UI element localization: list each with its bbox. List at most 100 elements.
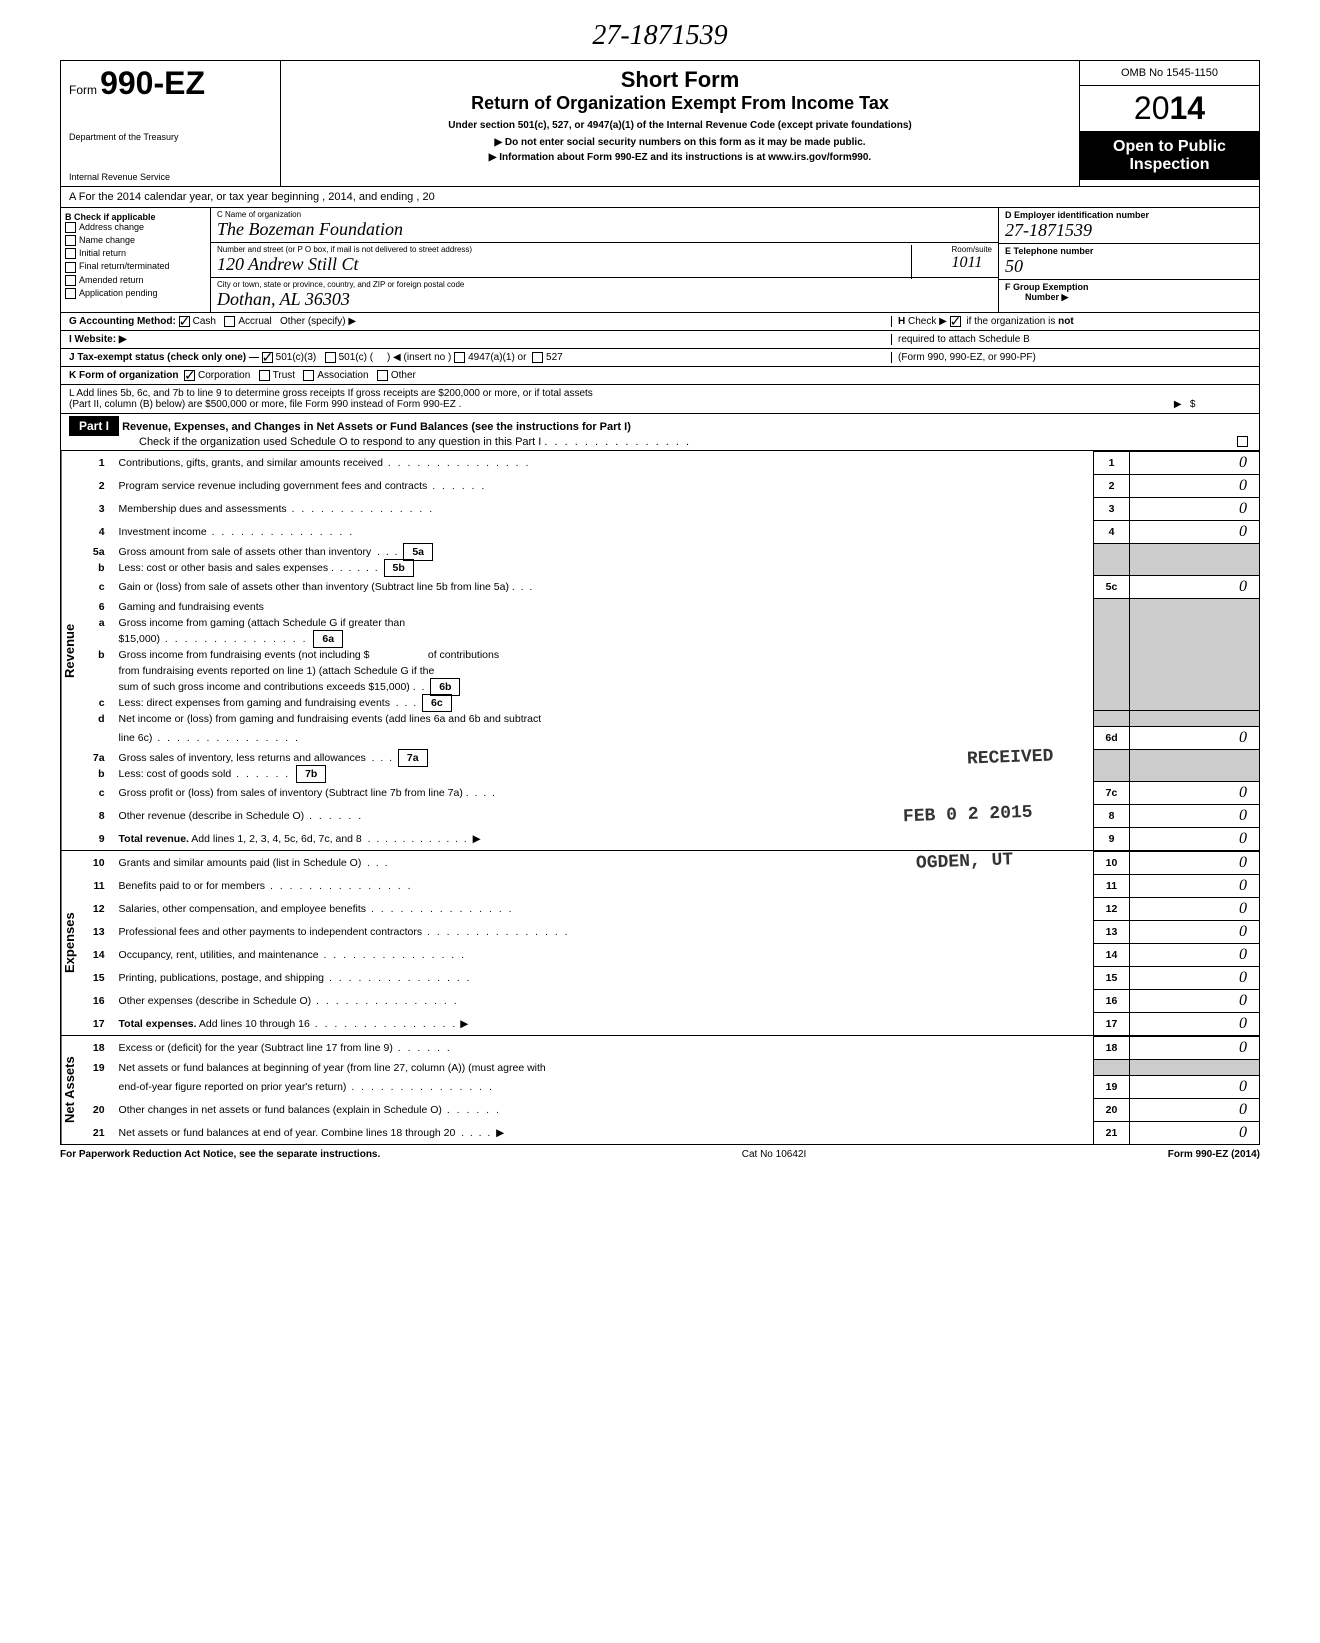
part1-label: Part I (69, 416, 119, 436)
org-city: Dothan, AL 36303 (217, 289, 992, 310)
arrow1: ▶ Do not enter social security numbers o… (287, 137, 1073, 148)
line21-desc: Net assets or fund balances at end of ye… (119, 1127, 456, 1139)
revenue-label: Revenue (61, 451, 85, 850)
row-i: I Website: ▶ required to attach Schedule… (60, 331, 1260, 349)
row-g: G Accounting Method: Cash Accrual Other … (60, 313, 1260, 331)
h-line2: required to attach Schedule B (891, 334, 1251, 345)
part1-title: Revenue, Expenses, and Changes in Net As… (122, 421, 631, 433)
col-c: C Name of organization The Bozeman Found… (211, 208, 999, 312)
chk-pending[interactable] (65, 288, 76, 299)
box-7a: 7a (398, 749, 428, 767)
chk-trust[interactable] (259, 370, 270, 381)
row-k: K Form of organization Corporation Trust… (60, 367, 1260, 385)
line19-desc2: end-of-year figure reported on prior yea… (119, 1081, 347, 1093)
line5a-desc: Gross amount from sale of assets other t… (119, 546, 372, 558)
line5c-desc: Gain or (loss) from sale of assets other… (119, 581, 509, 593)
col-b: B Check if applicable Address change Nam… (61, 208, 211, 312)
line6c-desc: Less: direct expenses from gaming and fu… (119, 697, 390, 709)
b-title: B Check if applicable (65, 212, 206, 222)
chk-final[interactable] (65, 262, 76, 273)
line6a-desc2: $15,000) (119, 633, 160, 645)
box-5b: 5b (384, 559, 414, 577)
chk-amended[interactable] (65, 275, 76, 286)
chk-h[interactable] (950, 316, 961, 327)
line13-desc: Professional fees and other payments to … (119, 926, 423, 938)
chk-corp[interactable] (184, 370, 195, 381)
chk-501c[interactable] (325, 352, 336, 363)
chk-501c3[interactable] (262, 352, 273, 363)
line1-desc: Contributions, gifts, grants, and simila… (119, 457, 383, 469)
e-lbl: E Telephone number (1005, 246, 1253, 256)
chk-assoc[interactable] (303, 370, 314, 381)
lbl-corp: Corporation (198, 370, 250, 381)
lbl-insert: ) ◀ (insert no ) (387, 352, 451, 363)
line15-desc: Printing, publications, postage, and shi… (119, 972, 324, 984)
chk-address[interactable] (65, 222, 76, 233)
line3-val: 0 (1130, 498, 1260, 521)
box-6a: 6a (313, 630, 343, 648)
line10-val: 0 (1130, 852, 1260, 875)
footer: For Paperwork Reduction Act Notice, see … (60, 1145, 1260, 1160)
g-lbl: G Accounting Method: (69, 316, 176, 327)
chk-4947[interactable] (454, 352, 465, 363)
chk-527[interactable] (532, 352, 543, 363)
h-line1: H Check ▶ if the organization is not (898, 316, 1251, 327)
line9-val: 0 (1130, 828, 1260, 851)
org-name: The Bozeman Foundation (217, 219, 992, 240)
line6a-desc1: Gross income from gaming (attach Schedul… (119, 617, 406, 629)
chk-accrual[interactable] (224, 316, 235, 327)
addr-lbl: Number and street (or P O box, if mail i… (217, 245, 992, 254)
line7c-desc: Gross profit or (loss) from sales of inv… (119, 787, 463, 799)
dept1: Department of the Treasury (69, 132, 272, 142)
chk-cash[interactable] (179, 316, 190, 327)
box-7b: 7b (296, 765, 326, 783)
line20-desc: Other changes in net assets or fund bala… (119, 1104, 442, 1116)
l-arrow: ▶ (1174, 399, 1182, 410)
f-lbl2: Number ▶ (1005, 292, 1253, 303)
line13-val: 0 (1130, 921, 1260, 944)
line15-val: 0 (1130, 967, 1260, 990)
line17-val: 0 (1130, 1013, 1260, 1036)
line6d-desc2: line 6c) (119, 732, 153, 744)
lbl-assoc: Association (317, 370, 368, 381)
form-header: Form 990-EZ Department of the Treasury I… (60, 60, 1260, 187)
lbl-4947: 4947(a)(1) or (468, 352, 526, 363)
l-line2: (Part II, column (B) below) are $500,000… (69, 399, 461, 410)
chk-name[interactable] (65, 235, 76, 246)
room-val: 1011 (952, 254, 992, 272)
l-line1: L Add lines 5b, 6c, and 7b to line 9 to … (69, 388, 1251, 399)
line21-val: 0 (1130, 1122, 1260, 1145)
chk-initial[interactable] (65, 248, 76, 259)
k-lbl: K Form of organization (69, 370, 178, 381)
f-lbl: F Group Exemption (1005, 282, 1253, 292)
i-lbl: I Website: ▶ (69, 334, 127, 345)
form-number: 990-EZ (100, 65, 205, 101)
line2-val: 0 (1130, 475, 1260, 498)
stamp-ogden: OGDEN, UT (915, 850, 1013, 873)
line20-val: 0 (1130, 1099, 1260, 1122)
line14-desc: Occupancy, rent, utilities, and maintena… (119, 949, 319, 961)
open1: Open to Public (1082, 138, 1257, 156)
line19-desc1: Net assets or fund balances at beginning… (115, 1060, 1094, 1076)
lbl-cash: Cash (193, 316, 216, 327)
arrow2: ▶ Information about Form 990-EZ and its … (287, 152, 1073, 163)
expenses-section: Expenses 10Grants and similar amounts pa… (60, 851, 1260, 1036)
lbl-initial: Initial return (79, 248, 126, 258)
lbl-amended: Amended return (79, 275, 144, 285)
lbl-527: 527 (546, 352, 563, 363)
line16-desc: Other expenses (describe in Schedule O) (119, 995, 312, 1007)
line11-val: 0 (1130, 875, 1260, 898)
revenue-section: Revenue 1Contributions, gifts, grants, a… (60, 451, 1260, 851)
line3-desc: Membership dues and assessments (119, 503, 287, 515)
line19-val: 0 (1130, 1076, 1260, 1099)
form-prefix: Form (69, 83, 97, 97)
room-lbl: Room/suite (952, 245, 992, 254)
line5c-val: 0 (1130, 576, 1260, 599)
line7c-val: 0 (1130, 782, 1260, 805)
line5b-desc: Less: cost or other basis and sales expe… (119, 562, 329, 574)
h-line3: (Form 990, 990-EZ, or 990-PF) (891, 352, 1251, 363)
chk-part1[interactable] (1237, 436, 1248, 447)
open2: Inspection (1082, 156, 1257, 174)
org-addr: 120 Andrew Still Ct (217, 254, 992, 275)
chk-other-org[interactable] (377, 370, 388, 381)
